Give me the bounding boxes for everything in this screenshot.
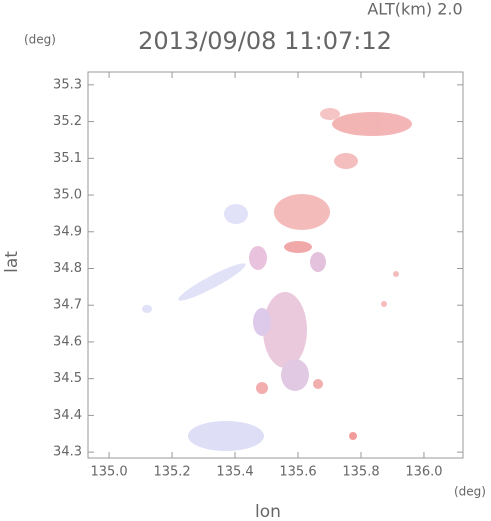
y-tick-label: 34.4 — [53, 408, 82, 423]
y-label: lat — [2, 251, 22, 273]
echo — [320, 108, 340, 120]
y-tick-label: 34.6 — [53, 334, 82, 349]
echo — [253, 308, 271, 336]
echo — [256, 382, 268, 394]
x-tick-label: 136.0 — [405, 465, 442, 480]
x-tick-label: 135.4 — [216, 465, 253, 480]
echo — [334, 153, 358, 169]
chart-title: 2013/09/08 11:07:12 — [138, 27, 392, 55]
x-tick-label: 135.6 — [279, 465, 316, 480]
y-tick-label: 34.7 — [53, 298, 82, 313]
echo — [393, 271, 399, 277]
y-tick-label: 35.0 — [53, 188, 82, 203]
y-tick-label: 35.3 — [53, 77, 82, 92]
y-tick-label: 34.5 — [53, 371, 82, 386]
y-tick-label: 34.8 — [53, 261, 82, 276]
echo — [178, 263, 246, 301]
echo — [313, 379, 323, 389]
echo — [142, 305, 152, 313]
plot-frame — [87, 71, 464, 459]
y-tick-label: 35.2 — [53, 114, 82, 129]
echo — [224, 204, 248, 224]
echo — [188, 421, 264, 451]
x-tick-label: 135.0 — [90, 465, 127, 480]
y-tick-label: 34.9 — [53, 224, 82, 239]
y-tick-label: 34.3 — [53, 445, 82, 460]
x-label: lon — [255, 502, 281, 521]
x-tick-label: 135.2 — [153, 465, 190, 480]
echo — [381, 301, 387, 307]
x-unit: (deg) — [454, 485, 486, 499]
y-unit: (deg) — [24, 33, 56, 47]
echo-field — [142, 108, 412, 451]
echo — [263, 292, 307, 368]
y-tick-label: 35.1 — [53, 151, 82, 166]
x-tick-label: 135.8 — [342, 465, 379, 480]
echo — [281, 359, 309, 391]
echo — [349, 432, 357, 440]
altitude: ALT(km) 2.0 — [367, 0, 462, 19]
echo — [284, 241, 312, 253]
echo — [332, 112, 412, 136]
echo — [249, 246, 267, 270]
echo — [274, 194, 330, 230]
echo — [310, 252, 326, 272]
